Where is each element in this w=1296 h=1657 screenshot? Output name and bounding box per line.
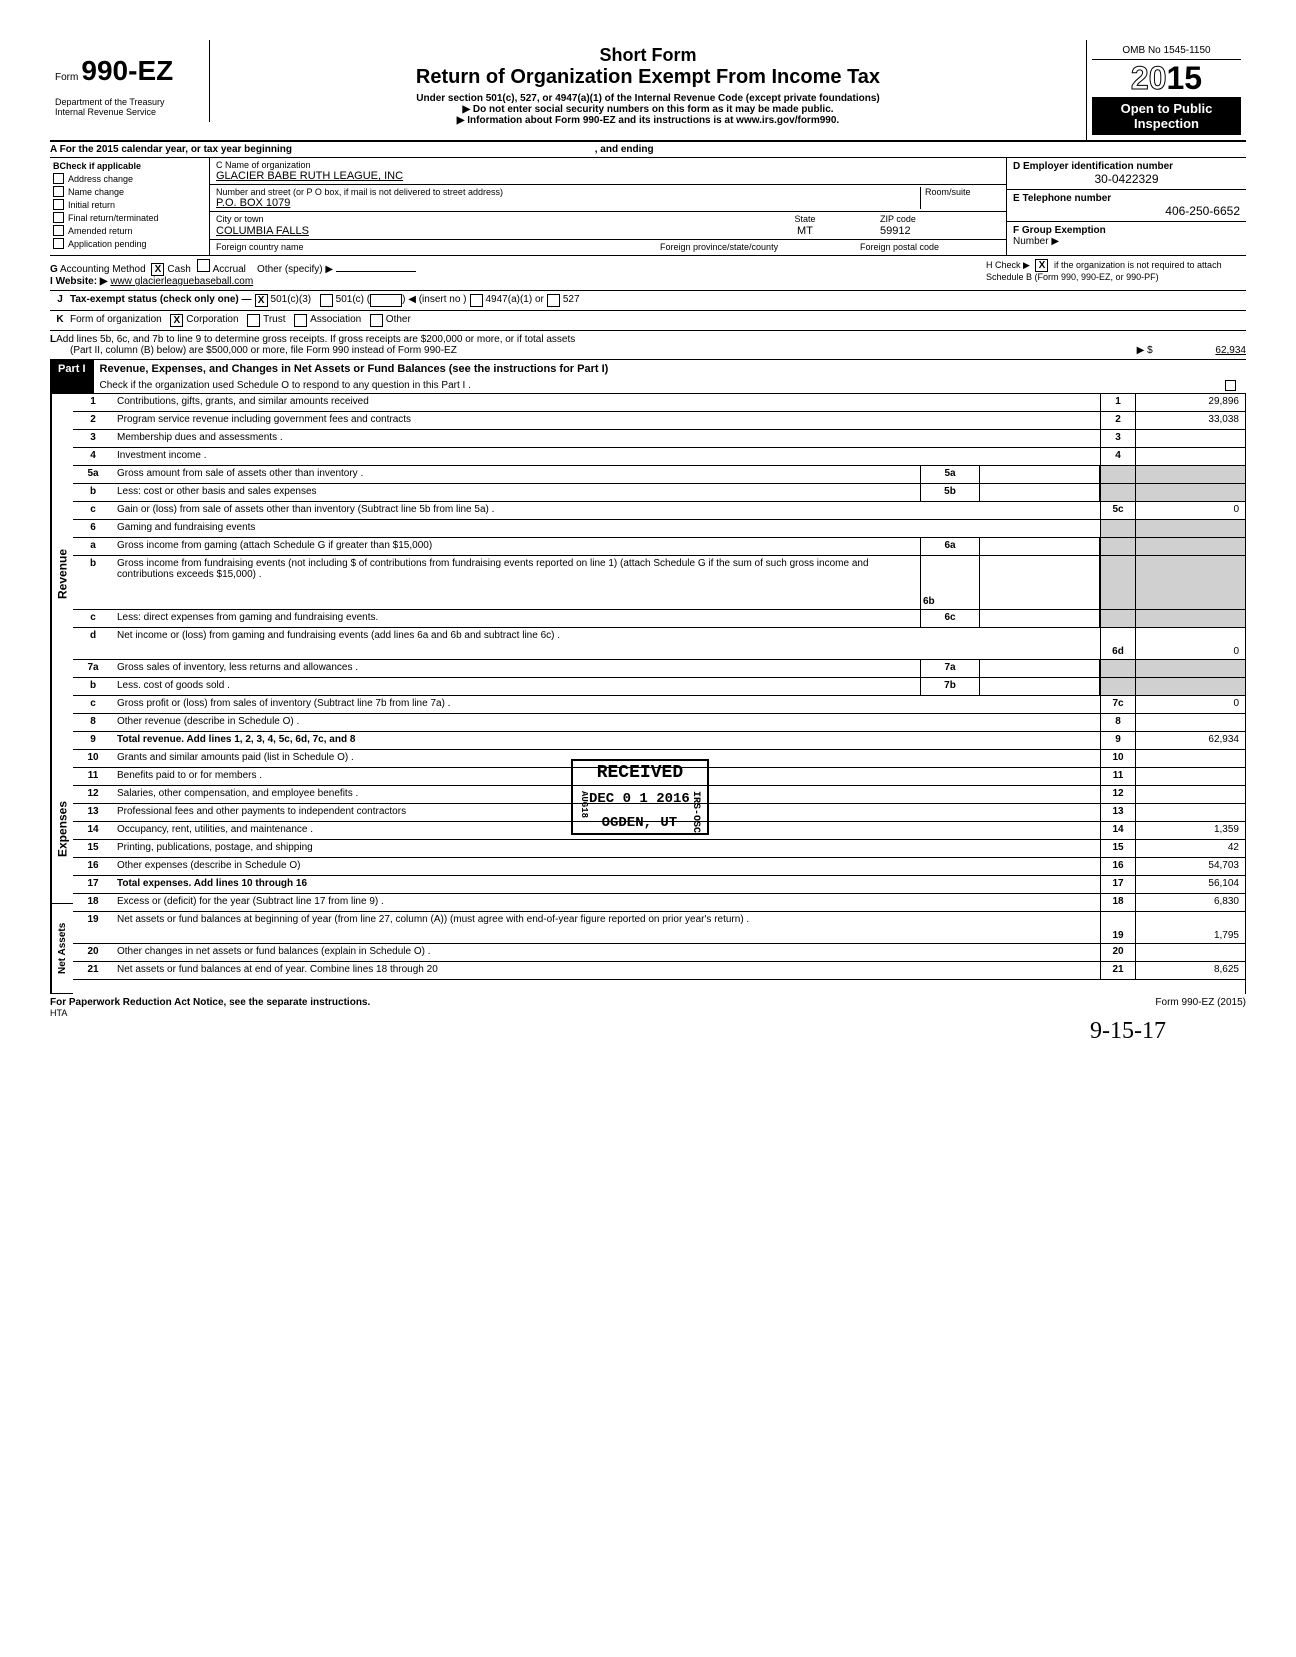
row-g: G Accounting Method XCash Accrual Other … [50,256,1246,291]
form-990ez: Form 990-EZ Department of the Treasury I… [50,40,1246,1045]
line14-val: 1,359 [1135,822,1245,839]
line15-val: 42 [1135,840,1245,857]
check-trust[interactable] [247,314,260,327]
received-stamp: RECEIVED AUG18 DEC 0 1 2016 IRS-OSC OGDE… [571,759,709,835]
website: www glacierleaguebaseball.com [110,276,253,287]
line13-val [1135,804,1245,821]
omb: OMB No 1545-1150 [1092,45,1241,60]
org-info: C Name of organization GLACIER BABE RUTH… [210,158,1006,255]
phone: 406-250-6652 [1013,204,1240,218]
line10-val [1135,750,1245,767]
form-header: Form 990-EZ Department of the Treasury I… [50,40,1246,142]
check-corp[interactable]: X [170,314,183,327]
footer: For Paperwork Reduction Act Notice, see … [50,994,1246,1008]
section-a: A For the 2015 calendar year, or tax yea… [50,142,1246,158]
org-city: COLUMBIA FALLS [216,225,309,237]
checkboxes-col: BCheck if applicable Address change Name… [50,158,210,255]
check-4947[interactable] [470,294,483,307]
line1-val: 29,896 [1135,394,1245,411]
check-501c[interactable] [320,294,333,307]
form-number: 990-EZ [81,55,173,86]
check-assoc[interactable] [294,314,307,327]
title-line1: Short Form [220,45,1076,66]
open-public: Open to Public Inspection [1092,97,1241,135]
check-pending[interactable]: Application pending [53,238,206,249]
form-label: Form [55,72,78,83]
hta: HTA [50,1008,1246,1018]
check-other[interactable] [370,314,383,327]
row-j: J Tax-exempt status (check only one) — X… [50,291,1246,311]
line18-val: 6,830 [1135,894,1245,911]
check-address-change[interactable]: Address change [53,173,206,184]
line8-val [1135,714,1245,731]
line3-val [1135,430,1245,447]
part1-body: Revenue Expenses Net Assets 1Contributio… [50,394,1246,994]
title-line2: Return of Organization Exempt From Incom… [220,66,1076,89]
check-501c3[interactable]: X [255,294,268,307]
form-id-box: Form 990-EZ Department of the Treasury I… [50,40,210,122]
check-schedule-o[interactable] [1225,380,1236,391]
handwritten-date: 9-15-17 [50,1018,1246,1045]
warning: Do not enter social security numbers on … [473,104,834,115]
line2-val: 33,038 [1135,412,1245,429]
row-l: LAdd lines 5b, 6c, and 7b to line 9 to d… [50,331,1246,360]
line11-val [1135,768,1245,785]
org-state: MT [797,225,813,237]
line5c-val: 0 [1135,502,1245,519]
expenses-label: Expenses [51,754,73,904]
dept-box: Department of the Treasury Internal Reve… [55,87,204,117]
org-name: GLACIER BABE RUTH LEAGUE, INC [216,170,1000,182]
line21-val: 8,625 [1135,962,1245,979]
tax-year: 2015 [1092,60,1241,97]
line16-val: 54,703 [1135,858,1245,875]
check-final-return[interactable]: Final return/terminated [53,212,206,223]
check-h[interactable]: X [1035,259,1048,272]
line4-val [1135,448,1245,465]
check-name-change[interactable]: Name change [53,186,206,197]
title-box: Short Form Return of Organization Exempt… [210,40,1086,131]
org-zip: 59912 [880,225,911,237]
check-amended[interactable]: Amended return [53,225,206,236]
line12-val [1135,786,1245,803]
netassets-label: Net Assets [51,904,73,994]
check-accrual[interactable] [197,259,210,272]
dept2: Internal Revenue Service [55,107,204,117]
subtitle: Under section 501(c), 527, or 4947(a)(1)… [220,93,1076,104]
check-527[interactable] [547,294,560,307]
info-url: Information about Form 990-EZ and its in… [467,115,839,126]
revenue-label: Revenue [51,394,73,754]
part1-header: Part I Revenue, Expenses, and Changes in… [50,360,1246,394]
gross-receipts: 62,934 [1155,345,1246,356]
right-info: D Employer identification number 30-0422… [1006,158,1246,255]
dept1: Department of the Treasury [55,97,204,107]
line9-val: 62,934 [1135,732,1245,749]
line20-val [1135,944,1245,961]
lines: 1Contributions, gifts, grants, and simil… [73,394,1245,994]
line6d-val: 0 [1135,628,1245,659]
line7c-val: 0 [1135,696,1245,713]
check-initial-return[interactable]: Initial return [53,199,206,210]
ein: 30-0422329 [1013,172,1240,186]
row-k: K Form of organization XCorporation Trus… [50,311,1246,331]
line19-val: 1,795 [1135,912,1245,943]
org-address: P.O. BOX 1079 [216,197,920,209]
year-box: OMB No 1545-1150 2015 Open to Public Ins… [1086,40,1246,140]
check-cash[interactable]: X [151,263,164,276]
line17-val: 56,104 [1135,876,1245,893]
info-grid: BCheck if applicable Address change Name… [50,158,1246,256]
